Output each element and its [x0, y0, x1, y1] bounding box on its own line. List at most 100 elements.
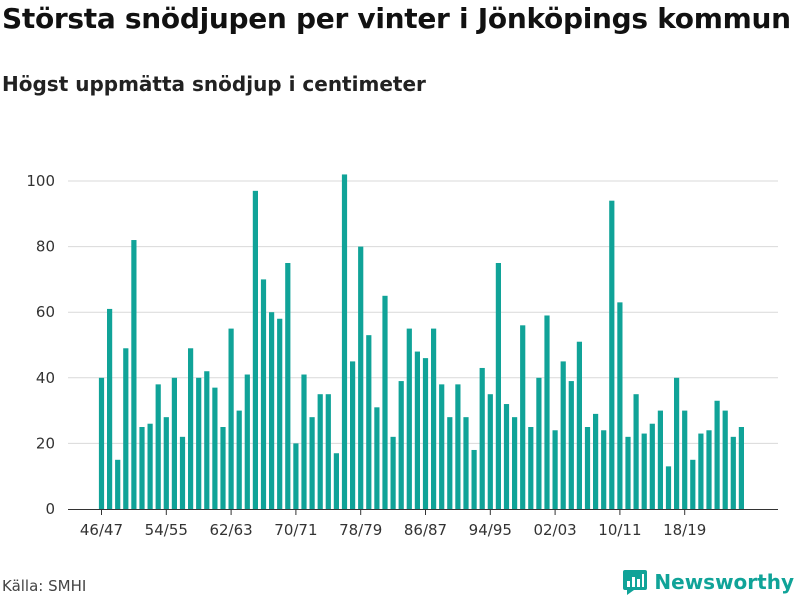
bar-46-47[interactable]: [98, 377, 105, 509]
bar-82-83[interactable]: [390, 436, 396, 509]
bar-73-74[interactable]: [317, 394, 323, 509]
bar-89-90[interactable]: [447, 417, 453, 509]
bar-52-53[interactable]: [147, 423, 153, 509]
bar-65-66[interactable]: [252, 190, 258, 509]
bar-83-84[interactable]: [398, 381, 404, 509]
bar-14-15[interactable]: [649, 423, 655, 509]
bar-97-98[interactable]: [512, 417, 518, 509]
chart-subtitle: Högst uppmätta snödjup i centimeter: [2, 72, 426, 96]
bar-02-03[interactable]: [552, 430, 558, 509]
x-tick-label: 78/79: [339, 521, 382, 539]
bar-16-17[interactable]: [665, 466, 672, 509]
bar-66-67[interactable]: [260, 279, 267, 509]
bar-71-72[interactable]: [301, 374, 307, 509]
bar-21-22[interactable]: [706, 430, 712, 509]
bar-63-64[interactable]: [236, 410, 242, 509]
bar-54-55[interactable]: [163, 417, 169, 509]
bar-03-04[interactable]: [560, 361, 566, 509]
bar-19-20[interactable]: [690, 459, 696, 509]
bar-07-08[interactable]: [593, 413, 599, 509]
bar-87-88[interactable]: [431, 328, 437, 509]
bar-13-14[interactable]: [641, 433, 647, 509]
bar-85-86[interactable]: [414, 351, 420, 509]
bar-51-52[interactable]: [139, 427, 145, 509]
bar-75-76[interactable]: [333, 453, 339, 509]
bar-25-26[interactable]: [738, 427, 744, 509]
x-tick-label: 10/11: [598, 521, 641, 539]
x-tick-label: 94/95: [469, 521, 512, 539]
bar-18-19[interactable]: [682, 410, 688, 509]
bar-79-80[interactable]: [366, 335, 372, 509]
bar-99-00[interactable]: [528, 427, 534, 509]
bar-60-61[interactable]: [212, 387, 218, 509]
bar-01-02[interactable]: [544, 315, 550, 509]
y-tick-label: 0: [45, 500, 55, 518]
bar-95-96[interactable]: [495, 263, 501, 509]
brand-name: Newsworthy: [654, 570, 794, 594]
bar-88-89[interactable]: [439, 384, 445, 509]
bar-61-62[interactable]: [220, 427, 226, 509]
bar-68-69[interactable]: [277, 318, 283, 509]
bar-48-49[interactable]: [115, 459, 121, 509]
bar-09-10[interactable]: [609, 200, 615, 509]
bar-84-85[interactable]: [406, 328, 412, 509]
bar-05-06[interactable]: [576, 341, 582, 509]
bar-24-25[interactable]: [730, 436, 736, 509]
bar-17-18[interactable]: [674, 377, 680, 509]
chart-title: Största snödjupen per vinter i Jönköping…: [2, 2, 791, 35]
bar-86-87[interactable]: [422, 358, 429, 509]
bar-69-70[interactable]: [285, 263, 291, 509]
bar-55-56[interactable]: [171, 377, 177, 509]
bar-47-48[interactable]: [107, 308, 113, 509]
x-tick-label: 18/19: [663, 521, 706, 539]
bar-91-92[interactable]: [463, 417, 469, 509]
bar-00-01[interactable]: [536, 377, 542, 509]
bar-53-54[interactable]: [155, 384, 161, 509]
bar-58-59[interactable]: [196, 377, 202, 509]
y-tick-label: 100: [26, 172, 55, 190]
bar-49-50[interactable]: [123, 348, 129, 509]
bar-10-11[interactable]: [617, 302, 623, 509]
brand-logo[interactable]: Newsworthy: [622, 568, 794, 596]
bar-04-05[interactable]: [568, 381, 574, 509]
bar-06-07[interactable]: [584, 427, 591, 509]
x-axis: 46/47 54/55 62/63 70/71 78/79 86/87 94/95 02/03…: [68, 509, 778, 539]
bar-67-68[interactable]: [269, 312, 275, 509]
bar-12-13[interactable]: [633, 394, 639, 509]
bar-80-81[interactable]: [374, 407, 380, 509]
x-tick-label: 54/55: [145, 521, 188, 539]
newsworthy-logo-icon: [623, 570, 648, 595]
bar-96-97[interactable]: [503, 404, 510, 509]
bar-94-95[interactable]: [487, 394, 493, 509]
x-tick-label: 62/63: [209, 521, 252, 539]
bar-22-23[interactable]: [714, 400, 720, 509]
bar-92-93[interactable]: [471, 449, 477, 509]
x-tick-label: 02/03: [533, 521, 576, 539]
bar-93-94[interactable]: [479, 367, 485, 509]
bar-98-99[interactable]: [520, 325, 526, 509]
bars: [98, 174, 744, 510]
bar-50-51[interactable]: [131, 240, 137, 510]
bar-59-60[interactable]: [204, 371, 210, 509]
bar-64-65[interactable]: [244, 374, 250, 509]
bar-81-82[interactable]: [382, 295, 388, 509]
bar-90-91[interactable]: [455, 384, 461, 509]
bar-77-78[interactable]: [350, 361, 356, 509]
bar-74-75[interactable]: [325, 394, 331, 509]
bar-20-21[interactable]: [698, 433, 704, 509]
source-note: Källa: SMHI: [2, 577, 87, 595]
y-tick-label: 80: [36, 238, 55, 256]
bar-11-12[interactable]: [625, 436, 631, 509]
bar-62-63[interactable]: [228, 328, 234, 509]
bar-78-79[interactable]: [358, 246, 364, 509]
bar-56-57[interactable]: [179, 436, 186, 509]
y-tick-label: 40: [36, 369, 55, 387]
bar-23-24[interactable]: [722, 410, 728, 509]
bar-15-16[interactable]: [657, 410, 663, 509]
bar-72-73[interactable]: [309, 417, 315, 509]
bar-57-58[interactable]: [188, 348, 194, 509]
bar-08-09[interactable]: [601, 430, 607, 509]
bar-70-71[interactable]: [293, 443, 299, 509]
bar-76-77[interactable]: [341, 174, 348, 509]
